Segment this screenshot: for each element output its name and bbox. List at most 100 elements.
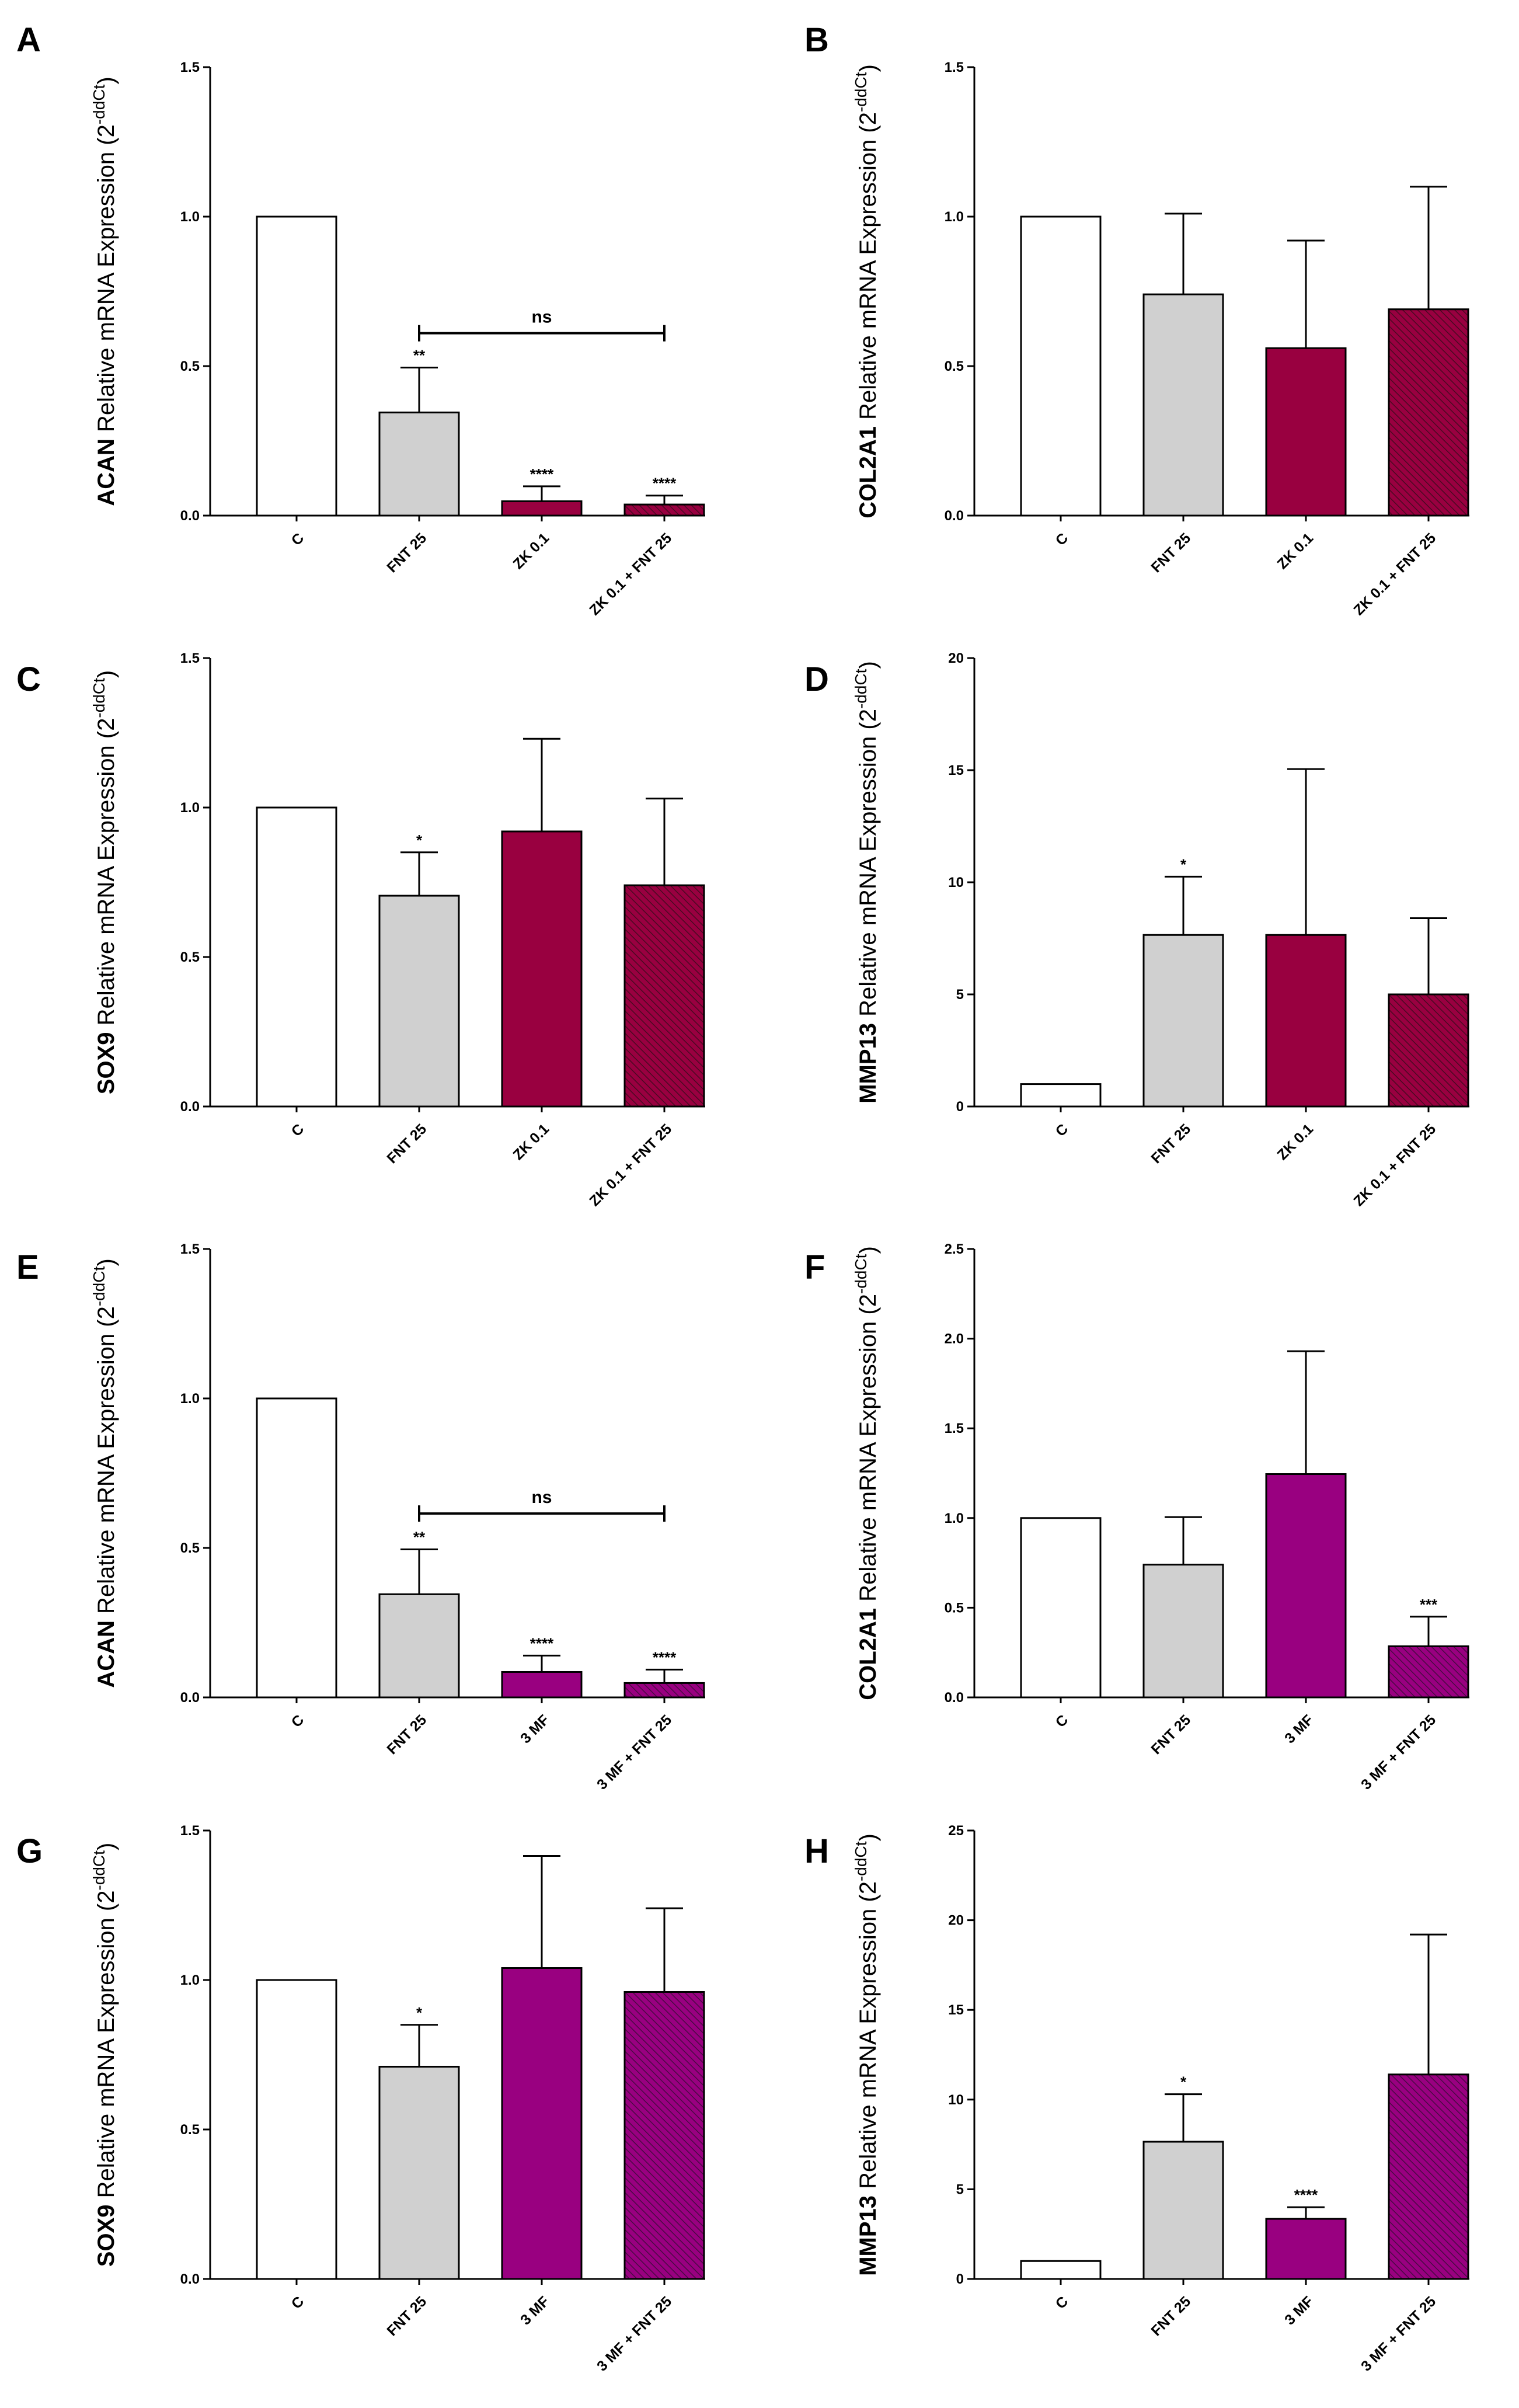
bracket-label: ns xyxy=(531,1488,552,1507)
y-axis-label: COL2A1 Relative mRNA Expression (2-ddCt) xyxy=(852,1246,881,1700)
y-axis-gene: MMP13 xyxy=(855,1023,881,1104)
x-tick-label: C xyxy=(1053,530,1072,549)
y-tick-label: 0.0 xyxy=(180,508,200,524)
y-tick-label: 0 xyxy=(956,2271,964,2287)
y-axis-label-text: Relative mRNA Expression (2 xyxy=(93,1891,119,2205)
y-axis-superscript: -ddCt xyxy=(852,669,870,709)
bar xyxy=(256,215,337,517)
y-tick-label: 0.5 xyxy=(945,1600,964,1616)
x-tick-label: 3 MF + FNT 25 xyxy=(594,2293,675,2374)
x-tick-label: FNT 25 xyxy=(384,1711,430,1758)
panel-letter: C xyxy=(16,660,41,698)
x-tick-label: C xyxy=(288,530,308,549)
bar xyxy=(1142,934,1224,1108)
panel-letter: F xyxy=(804,1248,825,1286)
x-tick-label: C xyxy=(1053,1121,1072,1140)
y-tick-label: 20 xyxy=(948,1913,964,1929)
y-axis-label-close: ) xyxy=(93,1843,119,1850)
x-tick-label: FNT 25 xyxy=(384,1121,430,1167)
bracket-label: ns xyxy=(531,308,552,327)
x-tick-label: ZK 0.1 xyxy=(510,1121,552,1163)
x-tick-label: ZK 0.1 + FNT 25 xyxy=(1350,530,1439,618)
y-axis-gene: COL2A1 xyxy=(855,426,881,519)
panel-letter: H xyxy=(804,1832,829,1870)
y-axis-label-text: Relative mRNA Expression (2 xyxy=(855,709,881,1023)
y-axis-label: MMP13 Relative mRNA Expression (2-ddCt) xyxy=(852,661,881,1104)
panel-d: D 0 5 10 15 20 MMP13 Relative mRNA Expression … xyxy=(804,650,1469,1209)
y-tick-label: 1.0 xyxy=(180,1391,200,1407)
y-axis-label: SOX9 Relative mRNA Expression (2-ddCt) xyxy=(90,670,119,1094)
bar xyxy=(1265,934,1347,1108)
y-axis-label-close: ) xyxy=(855,1833,881,1841)
y-tick-label: 0.0 xyxy=(945,508,964,524)
y-axis-superscript: -ddCt xyxy=(90,1850,108,1891)
x-tick-label: ZK 0.1 xyxy=(510,530,552,572)
y-axis-label-close: ) xyxy=(93,76,119,84)
bar xyxy=(1142,293,1224,517)
significance-marker: ** xyxy=(413,347,426,364)
bar xyxy=(501,830,583,1108)
bar xyxy=(623,884,705,1108)
significance-marker: * xyxy=(1180,2073,1187,2091)
x-tick-label: C xyxy=(1053,2293,1072,2312)
y-axis-gene: MMP13 xyxy=(855,2195,881,2276)
y-tick-label: 5 xyxy=(956,2181,964,2197)
y-tick-label: 25 xyxy=(948,1823,964,1839)
significance-marker: **** xyxy=(653,475,677,492)
bar xyxy=(256,806,337,1108)
panel-letter: B xyxy=(804,21,829,59)
significance-marker: **** xyxy=(530,465,554,483)
y-axis-label-text: Relative mRNA Expression (2 xyxy=(855,112,881,426)
x-tick-label: 3 MF xyxy=(1281,2293,1316,2328)
significance-marker: * xyxy=(1180,855,1187,873)
x-tick-label: C xyxy=(288,1121,308,1140)
bar xyxy=(623,1991,705,2280)
x-tick-label: FNT 25 xyxy=(1148,2293,1194,2339)
y-tick-label: 0.0 xyxy=(945,1690,964,1706)
x-tick-label: ZK 0.1 xyxy=(1274,1121,1316,1163)
y-tick-label: 0.5 xyxy=(180,359,200,374)
bar xyxy=(1020,215,1102,517)
y-axis-gene: SOX9 xyxy=(93,1032,119,1095)
y-tick-label: 15 xyxy=(948,2002,964,2018)
x-tick-label: 3 MF xyxy=(517,2293,552,2328)
x-tick-label: C xyxy=(288,2293,308,2312)
y-tick-label: 10 xyxy=(948,2092,964,2108)
y-axis-label: SOX9 Relative mRNA Expression (2-ddCt) xyxy=(90,1843,119,2267)
panel-letter: G xyxy=(16,1832,43,1870)
x-tick-label: C xyxy=(1053,1711,1072,1731)
y-tick-label: 5 xyxy=(956,987,964,1003)
significance-marker: * xyxy=(416,2004,423,2021)
x-tick-label: ZK 0.1 + FNT 25 xyxy=(1350,1121,1439,1209)
bar xyxy=(501,500,583,517)
panel-e: E 0.0 0.5 1.0 1.5 ACAN Relative mRNA Expressi… xyxy=(16,1241,705,1793)
panel-c: C 0.0 0.5 1.0 1.5 SOX9 Relative mRNA Expressi… xyxy=(16,650,705,1209)
bar xyxy=(378,1593,460,1699)
y-axis-superscript: -ddCt xyxy=(852,72,870,112)
y-tick-label: 0.5 xyxy=(945,359,964,374)
y-tick-label: 1.5 xyxy=(180,1823,200,1839)
y-axis-superscript: -ddCt xyxy=(90,84,108,124)
y-axis-label-close: ) xyxy=(855,64,881,72)
bar xyxy=(378,895,460,1108)
significance-marker: * xyxy=(416,831,423,849)
y-axis-label-text: Relative mRNA Expression (2 xyxy=(93,1306,119,1620)
y-axis-gene: COL2A1 xyxy=(855,1608,881,1700)
y-tick-label: 1.5 xyxy=(180,60,200,75)
bar xyxy=(1388,993,1469,1108)
bar xyxy=(256,1397,337,1699)
bar xyxy=(1142,1564,1224,1699)
y-tick-label: 1.5 xyxy=(945,60,964,75)
bar xyxy=(1020,2260,1102,2280)
y-tick-label: 15 xyxy=(948,763,964,778)
panel-h: H 0 5 10 15 20 25 MMP13 Relative mRNA Expressio… xyxy=(804,1823,1469,2375)
y-tick-label: 2.5 xyxy=(945,1241,964,1257)
bar xyxy=(1020,1083,1102,1108)
x-tick-label: ZK 0.1 + FNT 25 xyxy=(586,530,675,618)
y-tick-label: 1.0 xyxy=(180,209,200,225)
x-tick-label: FNT 25 xyxy=(1148,1711,1194,1758)
bar xyxy=(501,1671,583,1699)
panel-letter: E xyxy=(16,1248,39,1286)
y-tick-label: 0.0 xyxy=(180,1690,200,1706)
